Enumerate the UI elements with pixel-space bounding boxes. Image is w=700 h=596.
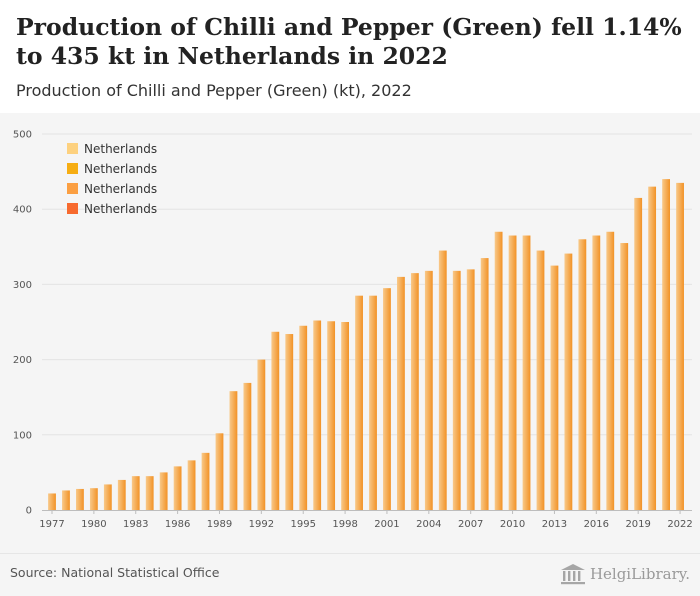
legend-item[interactable]: Netherlands — [67, 182, 157, 196]
x-tick-label: 2022 — [667, 519, 692, 530]
bar-2014[interactable] — [564, 253, 573, 510]
y-tick-label: 100 — [13, 430, 32, 441]
legend-swatch — [67, 143, 78, 154]
chart-subtitle: Production of Chilli and Pepper (Green) … — [16, 81, 412, 100]
helgilibrary-logo[interactable]: HelgiLibrary. — [560, 562, 690, 586]
library-building-icon — [560, 564, 585, 585]
bar-chart: 0 100 200 300 400 500 1977 1980 1983 1986 1989 199… — [13, 130, 693, 531]
bar-1997[interactable] — [327, 321, 336, 510]
bar-1986[interactable] — [173, 466, 182, 510]
bar-1996[interactable] — [313, 320, 322, 511]
legend-swatch — [67, 203, 78, 214]
bar-1979[interactable] — [76, 488, 84, 510]
bar-1981[interactable] — [103, 484, 112, 510]
x-tick-label: 1989 — [207, 519, 232, 530]
x-tick-label: 2016 — [584, 519, 609, 530]
bar-2016[interactable] — [592, 235, 601, 510]
y-tick-label: 200 — [13, 355, 32, 366]
x-axis: 1977 1980 1983 1986 1989 1992 1995 1998 2001 2004… — [39, 510, 693, 530]
y-tick-label: 300 — [13, 280, 32, 291]
bar-2022[interactable] — [676, 182, 684, 510]
y-tick-label: 0 — [26, 506, 32, 517]
bar-2018[interactable] — [620, 243, 629, 511]
bar-1983[interactable] — [131, 476, 140, 510]
bar-2004[interactable] — [424, 270, 433, 510]
x-tick-label: 2001 — [374, 519, 399, 530]
legend-item[interactable]: Netherlands — [67, 142, 157, 156]
y-tick-label: 500 — [13, 130, 32, 141]
chart-header: Production of Chilli and Pepper (Green) … — [0, 0, 700, 113]
bar-2001[interactable] — [383, 288, 391, 510]
legend-item[interactable]: Netherlands — [67, 202, 157, 216]
footer: Source: National Statistical Office Helg… — [0, 553, 700, 596]
bar-2011[interactable] — [522, 235, 531, 510]
chart-title: Production of Chilli and Pepper (Green) … — [16, 13, 682, 70]
x-tick-label: 1998 — [332, 519, 357, 530]
legend-label: Netherlands — [84, 162, 157, 176]
bar-2008[interactable] — [480, 258, 489, 510]
bar-1987[interactable] — [187, 460, 196, 510]
bar-1995[interactable] — [299, 325, 308, 510]
x-tick-label: 2013 — [542, 519, 567, 530]
bar-2007[interactable] — [466, 269, 475, 510]
bar-1990[interactable] — [229, 391, 238, 510]
legend-swatch — [67, 163, 78, 174]
x-tick-label: 1977 — [39, 519, 64, 530]
bar-1999[interactable] — [355, 295, 363, 510]
bars — [48, 179, 684, 511]
source-note: Source: National Statistical Office — [10, 565, 220, 580]
x-tick-label: 1980 — [81, 519, 106, 530]
x-tick-label: 2019 — [625, 519, 650, 530]
bar-1984[interactable] — [145, 476, 154, 510]
bar-2003[interactable] — [410, 273, 419, 510]
legend-label: Netherlands — [84, 182, 157, 196]
bar-2017[interactable] — [606, 231, 615, 510]
bar-1992[interactable] — [257, 359, 266, 510]
legend-swatch — [67, 183, 78, 194]
bar-1991[interactable] — [243, 382, 252, 510]
x-tick-label: 2007 — [458, 519, 483, 530]
bar-2000[interactable] — [369, 295, 377, 510]
bar-1980[interactable] — [89, 488, 98, 510]
x-tick-label: 1986 — [165, 519, 190, 530]
chart-area: 0 100 200 300 400 500 1977 1980 1983 1986 1989 199… — [0, 113, 700, 553]
bar-2021[interactable] — [662, 179, 670, 510]
x-tick-label: 1983 — [123, 519, 148, 530]
legend-item[interactable]: Netherlands — [67, 162, 157, 176]
bar-1988[interactable] — [201, 452, 210, 510]
bar-2012[interactable] — [536, 250, 545, 510]
bar-2015[interactable] — [578, 239, 587, 510]
bar-2002[interactable] — [397, 276, 405, 510]
bar-1985[interactable] — [159, 472, 168, 510]
bar-1982[interactable] — [117, 479, 126, 510]
bar-2009[interactable] — [494, 231, 503, 510]
x-tick-label: 1992 — [249, 519, 274, 530]
legend[interactable]: Netherlands Netherlands Netherlands Netherl… — [67, 142, 157, 216]
x-tick-label: 2004 — [416, 519, 441, 530]
legend-label: Netherlands — [84, 202, 157, 216]
bar-1977[interactable] — [48, 493, 56, 510]
bar-1994[interactable] — [285, 334, 294, 510]
bar-2019[interactable] — [634, 197, 643, 511]
x-tick-label: 2010 — [500, 519, 525, 530]
bar-2005[interactable] — [438, 250, 447, 510]
logo-text: HelgiLibrary. — [589, 565, 690, 583]
bar-2010[interactable] — [508, 235, 517, 510]
legend-label: Netherlands — [84, 142, 157, 156]
bar-1978[interactable] — [62, 490, 70, 510]
bar-1998[interactable] — [341, 322, 349, 510]
y-tick-label: 400 — [13, 205, 32, 216]
bar-2013[interactable] — [550, 265, 559, 510]
x-tick-label: 1995 — [290, 519, 315, 530]
y-axis: 0 100 200 300 400 500 — [13, 130, 32, 517]
bar-2006[interactable] — [452, 270, 461, 510]
bar-1993[interactable] — [271, 331, 280, 510]
bar-2020[interactable] — [648, 186, 657, 510]
bar-1989[interactable] — [215, 433, 224, 510]
